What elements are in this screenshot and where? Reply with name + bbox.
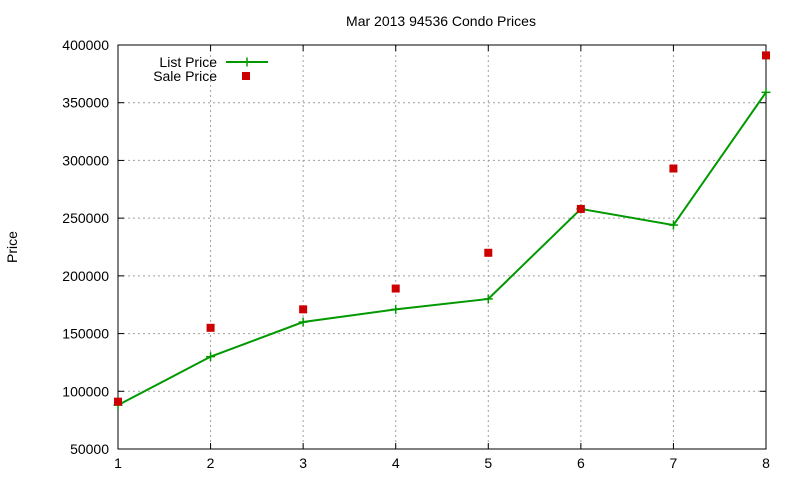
legend-label: Sale Price xyxy=(153,68,217,84)
data-point xyxy=(206,352,216,362)
data-point xyxy=(669,164,678,173)
data-point xyxy=(391,304,401,314)
y-tick-label: 150000 xyxy=(62,326,109,342)
x-tick-label: 1 xyxy=(114,455,122,471)
x-tick-label: 6 xyxy=(577,455,585,471)
data-point xyxy=(576,204,585,213)
data-point xyxy=(668,220,678,230)
y-tick-label: 250000 xyxy=(62,210,109,226)
series-0 xyxy=(113,87,771,410)
x-tick-label: 5 xyxy=(484,455,492,471)
y-axis-label: Price xyxy=(4,231,20,263)
data-point xyxy=(484,248,493,257)
data-point xyxy=(206,323,215,332)
data-point xyxy=(762,51,770,60)
axis-ticks: 50000 100000 150000 200000 250000 300000 35000… xyxy=(62,37,770,471)
x-tick-label: 2 xyxy=(207,455,215,471)
y-tick-label: 350000 xyxy=(62,95,109,111)
data-point xyxy=(391,284,400,293)
series-line xyxy=(117,91,767,407)
y-tick-label: 100000 xyxy=(62,383,109,399)
series-layer xyxy=(113,51,771,410)
x-tick-label: 8 xyxy=(762,455,770,471)
data-point xyxy=(761,87,771,97)
legend-marker xyxy=(242,72,250,80)
data-point xyxy=(114,397,122,406)
y-tick-label: 400000 xyxy=(62,37,109,53)
legend-item: Sale Price xyxy=(153,68,250,84)
y-tick-label: 200000 xyxy=(62,268,109,284)
series-1 xyxy=(114,51,770,406)
chart-title: Mar 2013 94536 Condo Prices xyxy=(346,13,536,29)
plot-frame xyxy=(117,44,767,450)
data-point xyxy=(298,317,308,327)
legend-item: List Price xyxy=(159,54,268,70)
x-tick-label: 3 xyxy=(299,455,307,471)
grid xyxy=(118,45,766,449)
data-point xyxy=(299,305,308,314)
y-tick-label: 300000 xyxy=(62,152,109,168)
legend-marker xyxy=(242,57,252,67)
x-tick-label: 7 xyxy=(670,455,678,471)
data-point xyxy=(483,294,493,304)
y-tick-label: 50000 xyxy=(70,441,109,457)
legend-label: List Price xyxy=(159,54,217,70)
x-tick-label: 4 xyxy=(392,455,400,471)
